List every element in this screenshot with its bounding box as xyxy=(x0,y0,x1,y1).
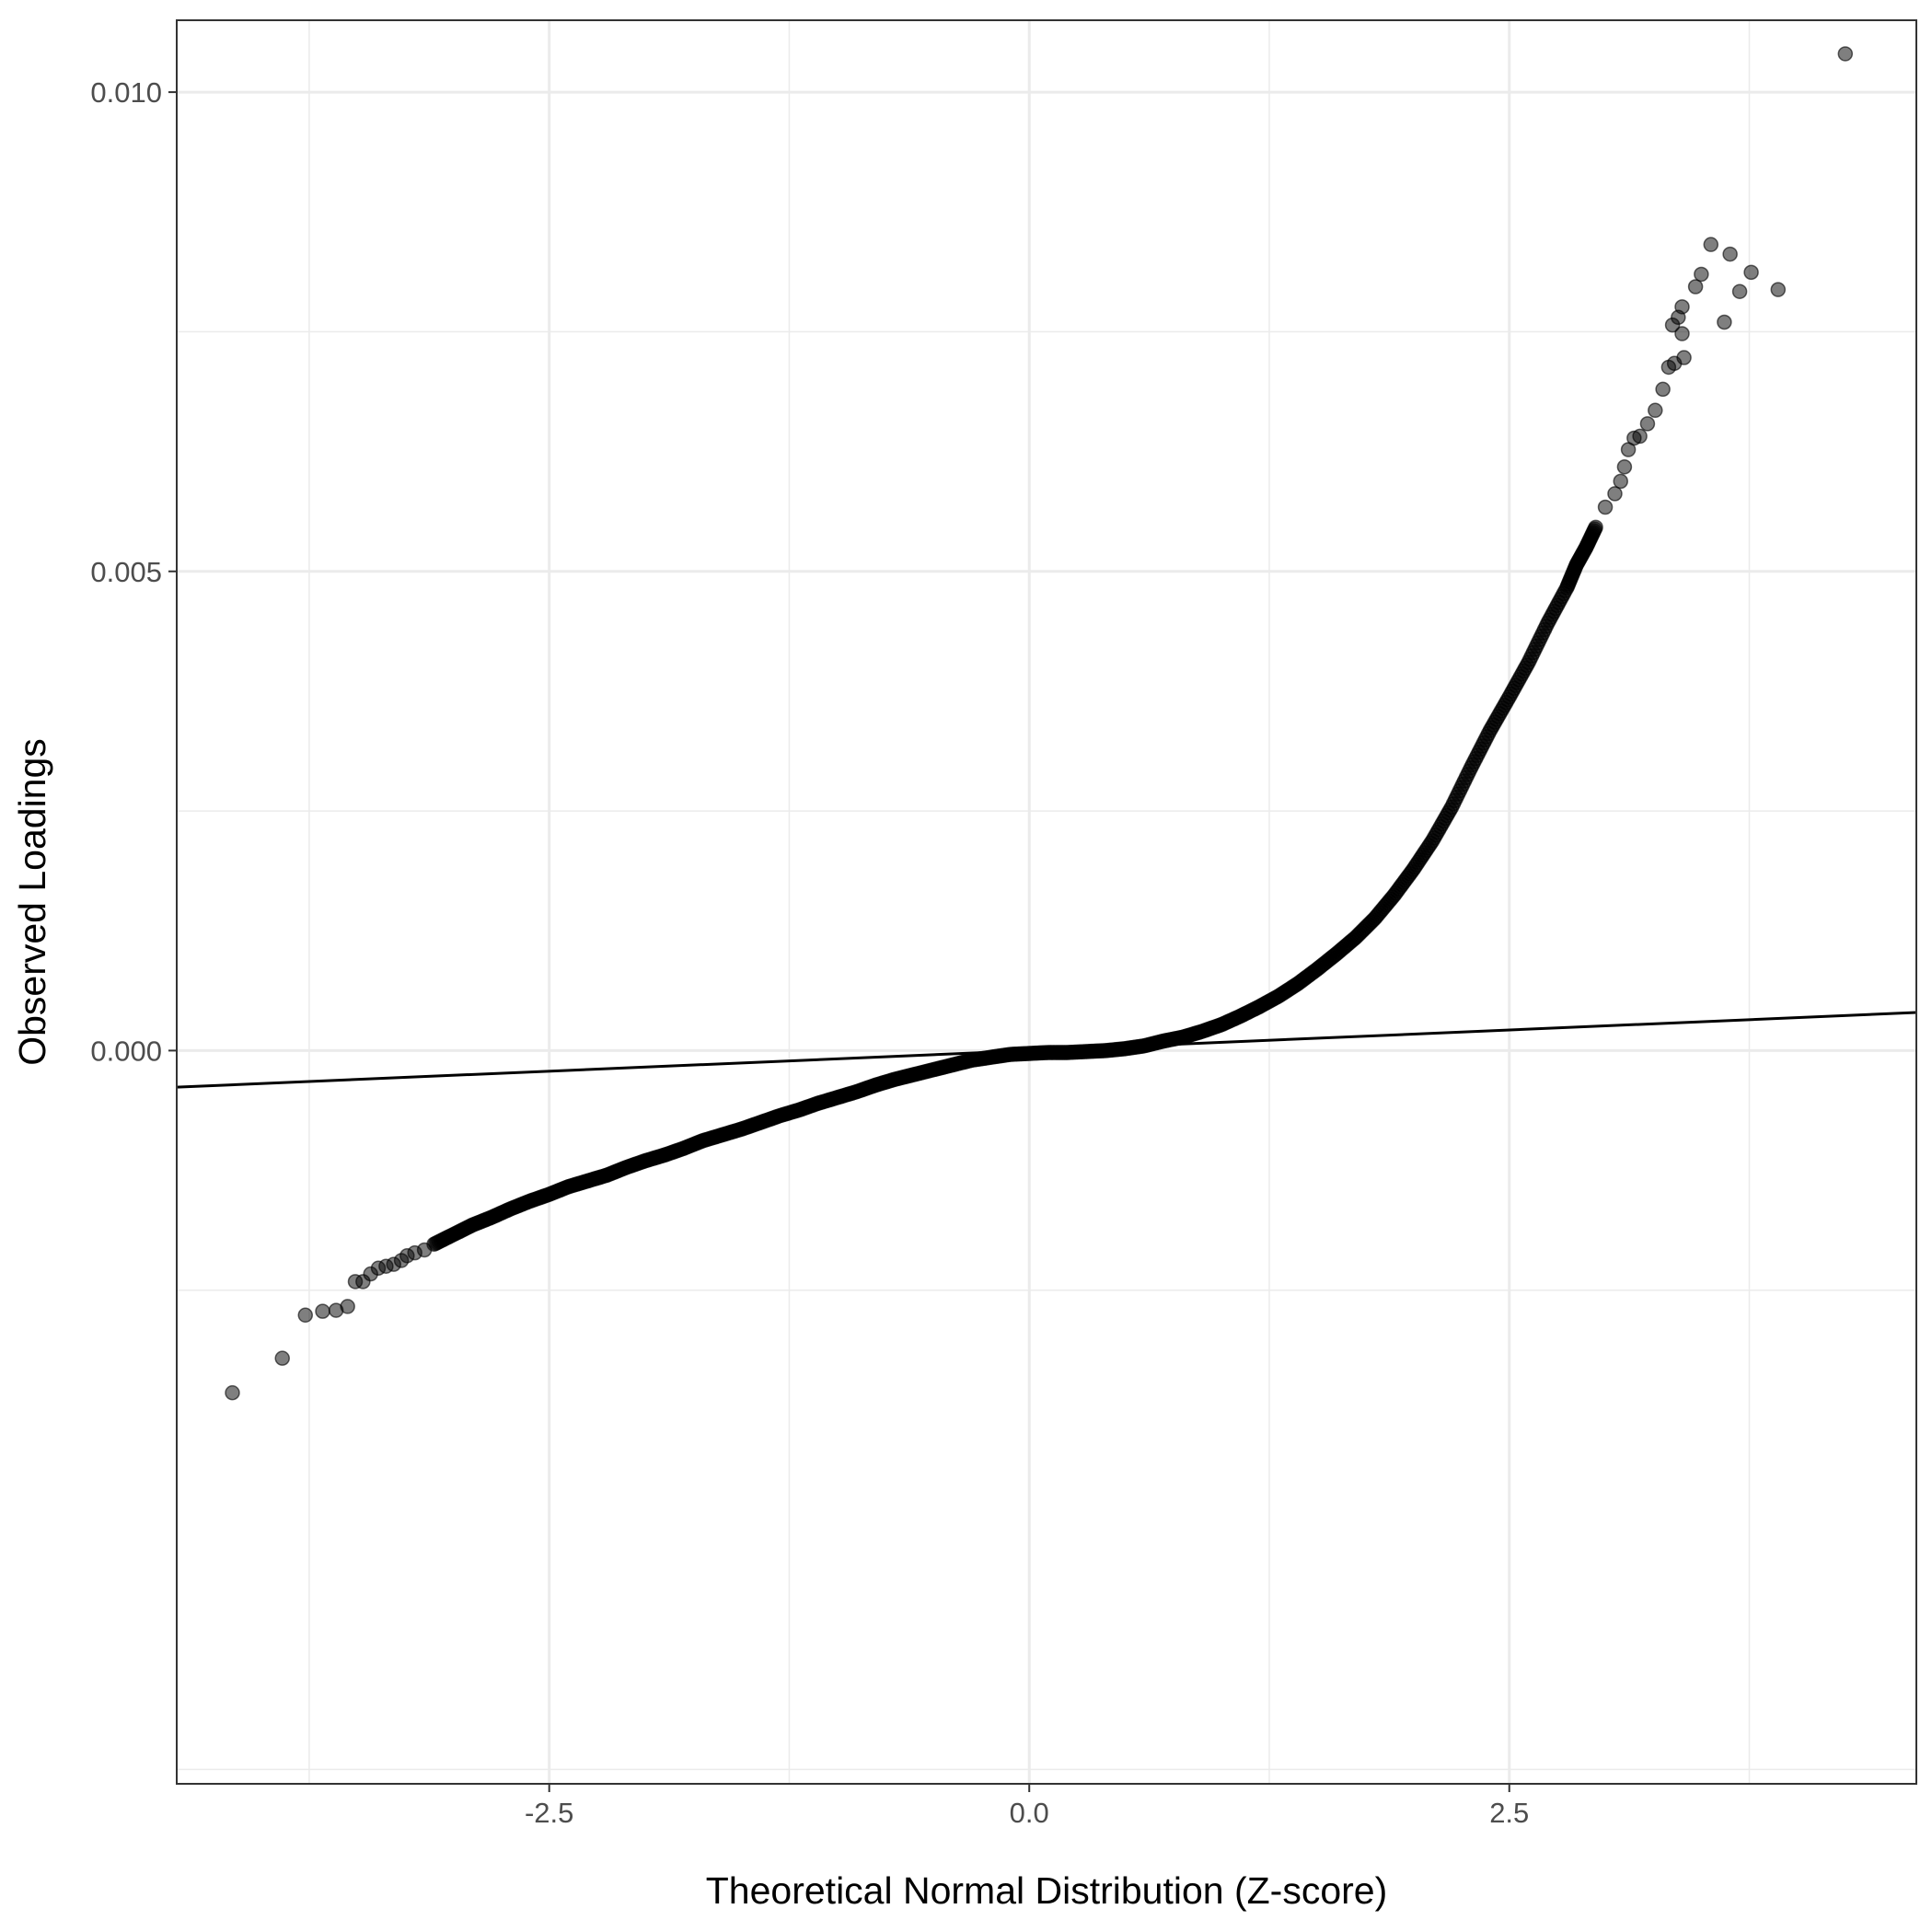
data-point xyxy=(1588,519,1603,536)
data-point xyxy=(1674,299,1690,315)
data-point xyxy=(1607,486,1623,502)
x-axis-ticks: -2.5 0.0 2.5 xyxy=(525,1784,1529,1829)
data-point xyxy=(1597,499,1614,515)
y-tick-label: 0.010 xyxy=(90,76,162,109)
data-point xyxy=(1743,264,1759,281)
data-point xyxy=(297,1307,314,1324)
x-tick-label: 2.5 xyxy=(1489,1797,1529,1829)
major-gridlines xyxy=(177,20,1916,1784)
data-point xyxy=(1722,246,1738,262)
y-axis-title: Observed Loadings xyxy=(11,738,53,1066)
y-tick-label: 0.005 xyxy=(90,556,162,588)
data-point xyxy=(1674,326,1690,341)
panel-border xyxy=(176,19,1917,1785)
y-axis-ticks: 0.000 0.005 0.010 xyxy=(90,76,177,1067)
x-tick-label: 0.0 xyxy=(1010,1797,1049,1829)
data-point xyxy=(1655,381,1671,398)
data-point xyxy=(1717,314,1732,330)
data-point xyxy=(225,1384,240,1401)
y-tick-label: 0.000 xyxy=(90,1035,162,1067)
data-point xyxy=(340,1299,355,1314)
data-point xyxy=(1770,282,1787,297)
data-point xyxy=(1632,428,1648,445)
data-point xyxy=(315,1303,330,1319)
data-point xyxy=(1694,266,1709,283)
data-point xyxy=(1616,458,1633,475)
x-tick-label: -2.5 xyxy=(525,1797,573,1829)
x-axis-title: Theoretical Normal Distribution (Z-score… xyxy=(706,1869,1387,1912)
data-point xyxy=(1687,279,1704,295)
data-point xyxy=(1703,237,1719,252)
minor-gridlines xyxy=(177,20,1916,1784)
data-point xyxy=(274,1350,290,1366)
data-point xyxy=(1837,46,1854,62)
data-points xyxy=(225,46,1854,1401)
data-point xyxy=(1648,402,1663,419)
data-point xyxy=(1639,416,1656,432)
data-point xyxy=(1731,283,1748,299)
data-point xyxy=(1676,350,1692,365)
data-point xyxy=(1613,473,1628,490)
